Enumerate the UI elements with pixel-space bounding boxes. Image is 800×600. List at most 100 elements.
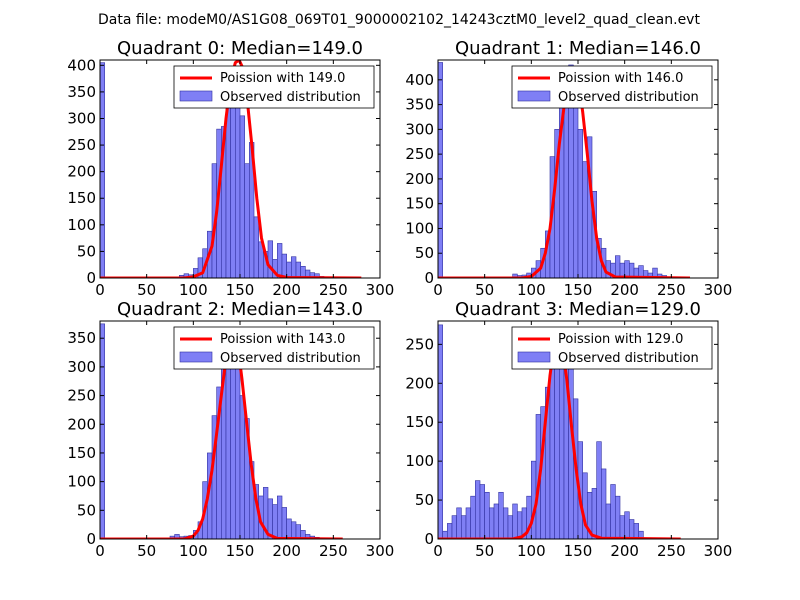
x-tick-label: 200 xyxy=(272,542,301,560)
histogram-bar xyxy=(610,484,616,539)
histogram-bar xyxy=(286,261,292,278)
y-tick-label: 100 xyxy=(67,473,96,491)
y-tick-label: 100 xyxy=(405,219,434,237)
y-tick-label: 0 xyxy=(86,530,96,548)
legend-poisson-label: Poission with 146.0 xyxy=(558,71,683,86)
panel-title: Quadrant 1: Median=146.0 xyxy=(455,38,701,59)
histogram-bar xyxy=(493,503,499,539)
histogram-bar xyxy=(652,267,658,278)
x-tick-label: 200 xyxy=(610,542,639,560)
legend-poisson-label: Poission with 149.0 xyxy=(220,71,345,86)
histogram-bar xyxy=(100,323,105,539)
histogram-bar xyxy=(577,129,583,278)
legend-observed-label: Observed distribution xyxy=(558,90,699,105)
x-tick-label: 0 xyxy=(95,542,105,560)
histogram-bar xyxy=(295,524,301,539)
histogram-bar xyxy=(295,261,301,278)
x-tick-label: 250 xyxy=(319,281,348,299)
x-tick-label: 50 xyxy=(137,542,156,560)
y-tick-label: 350 xyxy=(67,83,96,101)
histogram-bar xyxy=(601,468,607,539)
quadrant-1-panel: 0 50 100 150 200 250 300 0 50 100 150 200 250 300 350 4… xyxy=(405,38,732,299)
y-tick-label: 150 xyxy=(405,413,434,431)
histogram-bar xyxy=(624,260,630,278)
x-tick-label: 150 xyxy=(226,542,255,560)
histogram-bar xyxy=(479,484,485,539)
histogram-bar xyxy=(582,161,588,278)
histogram-bar xyxy=(615,255,621,278)
x-tick-label: 150 xyxy=(564,542,593,560)
histogram-bar xyxy=(507,515,513,539)
x-tick-label: 0 xyxy=(95,281,105,299)
y-tick-label: 100 xyxy=(67,216,96,234)
legend: Poission with 143.0 Observed distribution xyxy=(173,326,375,370)
y-tick-label: 200 xyxy=(405,170,434,188)
legend: Poission with 129.0 Observed distribution xyxy=(511,326,713,370)
histogram-bar xyxy=(461,515,467,539)
histogram-bar xyxy=(624,511,630,539)
histogram-bar xyxy=(484,491,490,539)
legend: Poission with 149.0 Observed distribution xyxy=(173,65,375,109)
panel-title: Quadrant 0: Median=149.0 xyxy=(117,38,363,59)
histogram-bar xyxy=(447,523,453,539)
histogram-bar xyxy=(633,523,639,539)
x-tick-label: 150 xyxy=(564,281,593,299)
histogram-bar xyxy=(100,62,105,278)
histogram-bar xyxy=(239,395,245,539)
histogram-bar xyxy=(239,115,245,278)
quadrant-2-panel: 0 50 100 150 200 250 300 0 50 100 150 200 250 300 350 Q… xyxy=(67,299,394,560)
histogram-bar xyxy=(470,495,476,539)
y-tick-label: 200 xyxy=(67,163,96,181)
x-tick-label: 100 xyxy=(517,281,546,299)
y-tick-label: 400 xyxy=(67,56,96,74)
x-tick-label: 100 xyxy=(179,281,208,299)
x-tick-label: 300 xyxy=(704,281,733,299)
histogram-bar xyxy=(235,349,241,539)
y-tick-label: 0 xyxy=(424,269,434,287)
x-tick-label: 150 xyxy=(226,281,255,299)
histogram-bar xyxy=(517,511,523,539)
legend-observed-label: Observed distribution xyxy=(220,90,361,105)
x-tick-label: 50 xyxy=(475,281,494,299)
x-tick-label: 200 xyxy=(272,281,301,299)
y-tick-label: 150 xyxy=(67,444,96,462)
histogram-bar xyxy=(498,491,504,539)
histogram-bar xyxy=(277,243,283,278)
y-tick-label: 50 xyxy=(77,242,96,260)
figure-title: Data file: modeM0/AS1G08_069T01_90000021… xyxy=(98,12,700,28)
x-tick-label: 100 xyxy=(179,542,208,560)
histogram-bar xyxy=(286,518,292,539)
x-tick-label: 100 xyxy=(517,542,546,560)
histogram-bar xyxy=(225,340,231,539)
y-tick-label: 300 xyxy=(67,358,96,376)
histogram-bar xyxy=(230,107,236,278)
histogram-bar xyxy=(596,441,602,539)
legend-observed-swatch xyxy=(517,351,551,363)
x-tick-label: 50 xyxy=(137,281,156,299)
y-tick-label: 300 xyxy=(405,120,434,138)
x-tick-label: 0 xyxy=(433,542,443,560)
legend-observed-swatch xyxy=(517,90,551,102)
data-layer xyxy=(438,324,681,539)
x-tick-label: 250 xyxy=(657,542,686,560)
histogram-bar xyxy=(291,521,297,539)
histogram-bar xyxy=(563,99,569,278)
histogram-bar xyxy=(489,507,495,539)
histogram-bar xyxy=(244,163,250,278)
legend: Poission with 146.0 Observed distribution xyxy=(511,65,713,109)
histogram-bar xyxy=(281,507,287,539)
histogram-bar xyxy=(438,62,443,278)
y-tick-label: 400 xyxy=(405,71,434,89)
histogram-bar xyxy=(503,507,509,539)
histogram-bar xyxy=(281,253,287,278)
histogram-bar xyxy=(253,216,259,278)
y-tick-label: 250 xyxy=(405,145,434,163)
x-tick-label: 300 xyxy=(704,542,733,560)
y-tick-label: 250 xyxy=(67,136,96,154)
y-tick-label: 0 xyxy=(424,530,434,548)
histogram-bar xyxy=(615,495,621,539)
histogram-bar xyxy=(512,503,518,539)
x-tick-label: 50 xyxy=(475,542,494,560)
x-tick-label: 200 xyxy=(610,281,639,299)
